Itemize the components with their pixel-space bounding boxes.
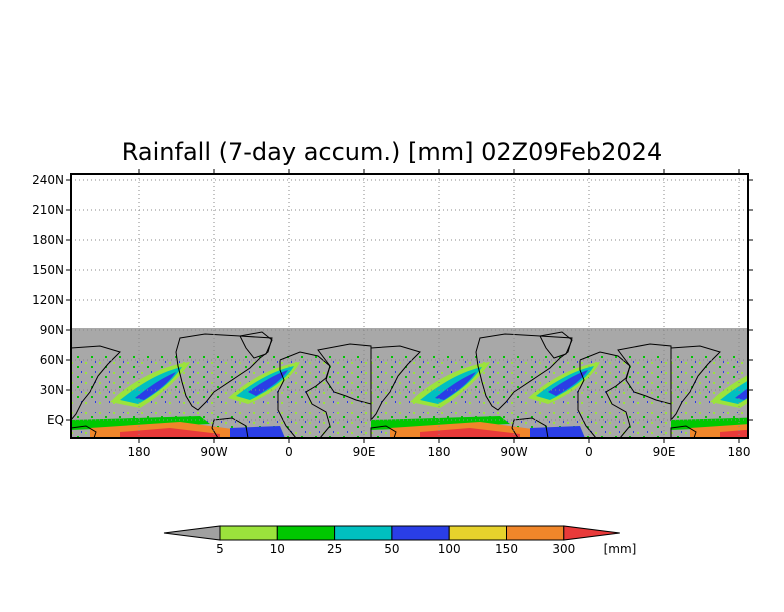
map-title: Rainfall (7-day accum.) [mm] 02Z09Feb202… [121,138,663,166]
itcz-band [120,428,220,438]
rainfall-map [71,328,748,438]
colorbar-swatch [448,525,508,541]
lat-label: 180N [32,233,64,247]
colorbar-swatch [334,525,393,541]
itcz-band [230,426,285,438]
colorbar-swatch [276,525,336,541]
colorbar-label: 50 [384,542,399,556]
lat-label: 120N [32,293,64,307]
colorbar-under-arrow [163,525,221,541]
continent-asia-west [71,345,121,421]
colorbar-label: 5 [216,542,224,556]
colorbar: 5 10 25 50 100 150 300 [mm] [163,525,637,556]
map-tile [71,331,372,438]
map-frame [70,173,749,439]
lon-label: 0 [285,445,293,459]
continent-australia [71,425,97,438]
rain-swath [248,370,288,396]
longitude-axis: 180 90W 0 90E 180 90W 0 90E 180 [128,169,751,459]
lat-label: 150N [32,263,64,277]
colorbar-swatch [391,525,450,541]
map-grid [71,174,748,438]
lat-label: 210N [32,203,64,217]
colorbar-swatch [506,525,565,541]
latitude-axis: 240N 210N 180N 150N 120N 90N 60N 30N EQ [32,173,753,427]
lon-label: 180 [428,445,451,459]
lat-label: EQ [47,413,64,427]
lat-label: 60N [40,353,64,367]
lon-label: 90W [500,445,527,459]
colorbar-label: 300 [552,542,575,556]
colorbar-over-arrow [563,525,620,541]
lat-label: 90N [40,323,64,337]
continent-north-america [175,333,273,411]
lon-label: 180 [728,445,751,459]
lat-label: 30N [40,383,64,397]
rain-swath [120,367,182,404]
continent-asia [317,343,372,405]
continent-greenland [239,331,273,359]
colorbar-label: 100 [438,542,461,556]
colorbar-swatch [219,525,278,541]
lon-label: 90W [200,445,227,459]
lon-label: 90E [353,445,376,459]
lon-label: 0 [585,445,593,459]
lat-label: 240N [32,173,64,187]
colorbar-label: 25 [327,542,342,556]
rain-swath [135,372,176,400]
lon-label: 90E [653,445,676,459]
continent-south-america [211,417,249,438]
lon-label: 180 [128,445,151,459]
colorbar-label: 10 [270,542,285,556]
colorbar-label: 150 [495,542,518,556]
colorbar-units: [mm] [604,542,637,556]
